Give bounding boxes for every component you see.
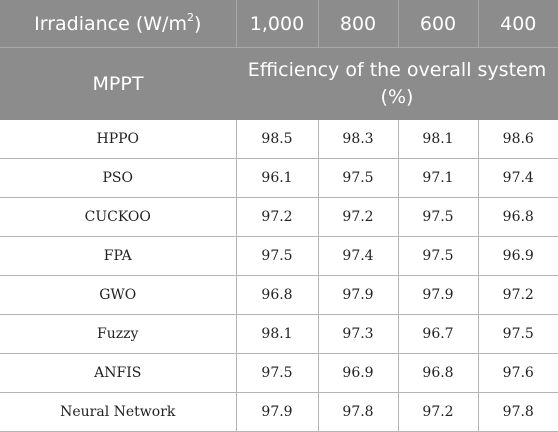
irradiance-level: 800 [317,0,398,48]
table-header: Irradiance (W/m2) 1,000 800 600 400 MPPT… [0,0,558,120]
efficiency-value-cell: 97.1 [398,158,479,198]
irradiance-label-suffix: ) [193,12,202,35]
efficiency-value-cell: 96.7 [398,314,479,354]
efficiency-value-cell: 98.3 [318,120,399,159]
efficiency-value-cell: 97.2 [318,197,399,237]
table-row: PSO 96.1 97.5 97.1 97.4 [0,158,558,198]
efficiency-value-cell: 97.2 [478,275,558,315]
efficiency-value-cell: 97.4 [318,236,399,276]
table-row: Neural Network 97.9 97.8 97.2 97.8 [0,392,558,432]
efficiency-header: Efficiency of the overall system (%) [236,47,558,120]
efficiency-value-cell: 98.1 [236,314,319,354]
efficiency-value-cell: 96.9 [318,353,399,393]
efficiency-value-cell: 97.8 [478,392,558,432]
table-row: GWO 96.8 97.9 97.9 97.2 [0,275,558,315]
irradiance-label-prefix: Irradiance (W/m [34,12,187,35]
table-row: Fuzzy 98.1 97.3 96.7 97.5 [0,314,558,354]
method-cell: Neural Network [0,392,237,432]
efficiency-value-cell: 97.5 [236,353,319,393]
mppt-header: MPPT [0,47,236,120]
efficiency-value-cell: 98.1 [398,120,479,159]
header-row-irradiance: Irradiance (W/m2) 1,000 800 600 400 [0,0,558,48]
efficiency-value-cell: 97.2 [398,392,479,432]
irradiance-level: 1,000 [235,0,318,48]
efficiency-value-cell: 97.5 [236,236,319,276]
efficiency-value-cell: 96.8 [398,353,479,393]
efficiency-value-cell: 97.8 [318,392,399,432]
irradiance-level: 400 [477,0,558,48]
method-cell: Fuzzy [0,314,237,354]
efficiency-value-cell: 97.4 [478,158,558,198]
efficiency-value-cell: 97.5 [318,158,399,198]
method-cell: CUCKOO [0,197,237,237]
efficiency-value-cell: 97.5 [398,197,479,237]
header-row-labels: MPPT Efficiency of the overall system (%… [0,47,558,120]
efficiency-value-cell: 98.5 [236,120,319,159]
efficiency-value-cell: 97.9 [318,275,399,315]
efficiency-value-cell: 96.9 [478,236,558,276]
efficiency-value-cell: 96.1 [236,158,319,198]
efficiency-value-cell: 97.5 [398,236,479,276]
method-cell: HPPO [0,120,237,159]
efficiency-value-cell: 97.5 [478,314,558,354]
method-cell: PSO [0,158,237,198]
efficiency-value-cell: 97.3 [318,314,399,354]
table-row: CUCKOO 97.2 97.2 97.5 96.8 [0,197,558,237]
irradiance-level: 600 [397,0,478,48]
method-cell: GWO [0,275,237,315]
efficiency-value-cell: 96.8 [236,275,319,315]
efficiency-value-cell: 97.9 [236,392,319,432]
table-body: HPPO 98.5 98.3 98.1 98.6 PSO 96.1 97.5 97.1 97.4 C… [0,120,558,432]
efficiency-value-cell: 96.8 [478,197,558,237]
irradiance-header: Irradiance (W/m2) [0,0,236,48]
table-row: ANFIS 97.5 96.9 96.8 97.6 [0,353,558,393]
method-cell: FPA [0,236,237,276]
method-cell: ANFIS [0,353,237,393]
efficiency-value-cell: 98.6 [478,120,558,159]
table-row: HPPO 98.5 98.3 98.1 98.6 [0,120,558,159]
efficiency-value-cell: 97.9 [398,275,479,315]
irradiance-label-superscript: 2 [186,10,194,24]
efficiency-value-cell: 97.2 [236,197,319,237]
table-row: FPA 97.5 97.4 97.5 96.9 [0,236,558,276]
efficiency-value-cell: 97.6 [478,353,558,393]
